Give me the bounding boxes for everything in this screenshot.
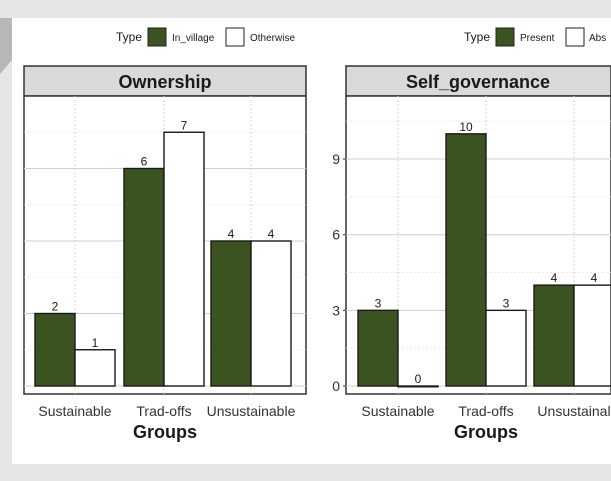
self-governance-title: Self_governance (406, 72, 550, 92)
legend-label-absent: Abs (589, 33, 606, 44)
legend-label-otherwise: Otherwise (250, 33, 295, 44)
bar-in-village-unsustainable (210, 240, 252, 387)
bar-value-label: 6 (141, 155, 148, 169)
bar-absent-unsustainable (573, 284, 611, 387)
ownership-x-axis-label: Groups (133, 422, 197, 442)
bar-value-label: 1 (92, 336, 99, 350)
self-governance-legend: Type Present Abs (464, 27, 606, 47)
x-tick-label: Trad-offs (136, 403, 191, 419)
x-tick-label: Sustainable (361, 403, 434, 419)
ownership-bars: 2 6 4 1 7 4 (34, 118, 292, 387)
bar-otherwise-sustainable (74, 349, 116, 387)
bar-present-sustainable (357, 309, 399, 387)
bar-otherwise-trad-offs (163, 131, 205, 387)
legend-swatch-otherwise (225, 27, 245, 47)
ownership-legend: Type In_village Otherwise (116, 27, 295, 47)
ownership-title: Ownership (118, 72, 211, 92)
bar-value-label: 3 (375, 296, 382, 310)
x-tick-label: Unsustainal (537, 403, 610, 419)
bar-value-label: 4 (268, 227, 275, 241)
bar-present-trad-offs (445, 133, 487, 387)
legend-label-in-village: In_village (172, 33, 215, 44)
bar-value-label: 0 (415, 372, 422, 386)
bar-value-label: 3 (503, 296, 510, 310)
bar-present-unsustainable (533, 284, 575, 387)
y-tick-label: 0 (332, 378, 340, 394)
ownership-legend-title: Type (116, 30, 142, 44)
self-governance-y-ticks: 0 3 6 9 (332, 151, 346, 394)
y-tick-label: 9 (332, 151, 340, 167)
self-governance-x-axis-label: Groups (454, 422, 518, 442)
ownership-x-ticks: Sustainable Trad-offs Unsustainable (38, 403, 295, 419)
bar-value-label: 10 (459, 120, 473, 134)
self-governance-bars: 3 10 4 0 3 4 (357, 120, 611, 388)
bar-in-village-sustainable (34, 312, 76, 387)
bar-in-village-trad-offs (123, 167, 165, 387)
self-governance-x-ticks: Sustainable Trad-offs Unsustainal (361, 403, 610, 419)
legend-swatch-present (495, 27, 515, 47)
bar-value-label: 4 (591, 271, 598, 285)
x-tick-label: Sustainable (38, 403, 111, 419)
legend-swatch-absent (565, 27, 585, 47)
bar-value-label: 4 (228, 227, 235, 241)
bar-absent-sustainable (397, 385, 439, 388)
bar-value-label: 2 (52, 300, 59, 314)
x-tick-label: Unsustainable (207, 403, 296, 419)
bar-absent-trad-offs (485, 309, 527, 387)
ownership-strip (23, 65, 307, 97)
legend-label-present: Present (520, 33, 555, 44)
self-governance-panel: Self_governance 3 10 4 0 3 4 0 3 6 9 Sustainable… (332, 27, 611, 442)
y-tick-label: 3 (332, 302, 340, 318)
legend-swatch-in-village (147, 27, 167, 47)
corner-accent (0, 18, 12, 74)
bar-value-label: 7 (181, 118, 188, 132)
bar-value-label: 4 (551, 271, 558, 285)
self-governance-legend-title: Type (464, 30, 490, 44)
y-tick-label: 6 (332, 227, 340, 243)
bar-otherwise-unsustainable (250, 240, 292, 387)
ownership-panel: Ownership 2 6 4 1 7 4 Sustainable Trad-offs Uns… (23, 27, 307, 442)
x-tick-label: Trad-offs (458, 403, 513, 419)
